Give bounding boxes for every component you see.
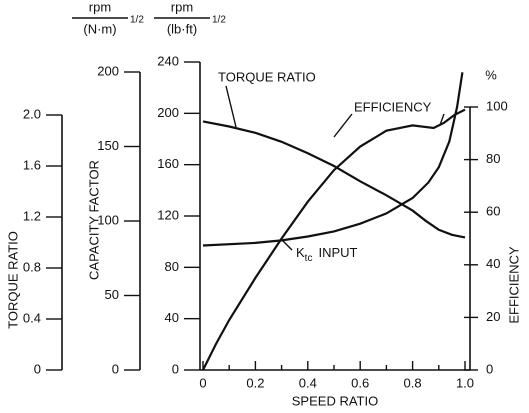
x-axis-title: SPEED RATIO [292, 393, 378, 408]
label-main: K [296, 245, 305, 260]
unit-power: 1/2 [130, 15, 144, 26]
tick-label: 0 [486, 361, 493, 376]
unit-bottom: (N·m) [83, 21, 116, 36]
x-tick-label: 1.0 [456, 375, 474, 390]
unit-top: rpm [89, 0, 111, 14]
tick-label: 0 [34, 361, 41, 376]
tick-label: 0 [112, 361, 119, 376]
tick-label: 50 [105, 287, 119, 302]
leader [281, 239, 293, 251]
tick-label: 2.0 [23, 106, 41, 121]
tick-label: 100 [97, 212, 119, 227]
tick-label: 240 [157, 53, 179, 68]
tick-label: 150 [97, 138, 119, 153]
tick-label: 200 [97, 63, 119, 78]
label-sub: tc [305, 253, 313, 264]
leader [333, 113, 353, 138]
unit-bottom: (lb·ft) [167, 21, 197, 36]
tick-label: 80 [486, 151, 500, 166]
x-tick-label: 0.6 [351, 375, 369, 390]
series-label: Ktc INPUT [296, 245, 358, 263]
series-label: TORQUE RATIO [218, 69, 316, 84]
y3-title: TORQUE RATIO [5, 231, 20, 329]
y2-unit: % [485, 67, 497, 82]
tick-label: 200 [157, 105, 179, 120]
label-rest: INPUT [318, 245, 357, 260]
x-tick-label: 0 [199, 375, 206, 390]
tick-label: 100 [486, 98, 508, 113]
series-line [202, 108, 466, 371]
tick-label: 40 [486, 256, 500, 271]
series-line [202, 72, 464, 247]
tick-label: 60 [486, 204, 500, 219]
unit-top: rpm [171, 0, 193, 14]
x-tick-label: 0.2 [246, 375, 264, 390]
y2-title: EFFICIENCY [506, 246, 521, 324]
tick-label: 0.8 [23, 259, 41, 274]
tick-label: 40 [165, 310, 179, 325]
series-label: EFFICIENCY [354, 99, 432, 114]
tick-label: 0.4 [23, 310, 41, 325]
tick-label: 80 [165, 259, 179, 274]
tick-label: 120 [157, 207, 179, 222]
series-line [202, 120, 466, 239]
y4-title: CAPACITY FACTOR [86, 160, 101, 280]
tick-label: 0 [172, 361, 179, 376]
x-tick-label: 0.8 [404, 375, 422, 390]
leader [225, 85, 237, 128]
tick-label: 160 [157, 156, 179, 171]
tick-label: 1.2 [23, 208, 41, 223]
x-tick-label: 0.4 [299, 375, 317, 390]
unit-power: 1/2 [212, 15, 226, 26]
tick-label: 1.6 [23, 157, 41, 172]
leader [439, 113, 445, 126]
tick-label: 20 [486, 309, 500, 324]
